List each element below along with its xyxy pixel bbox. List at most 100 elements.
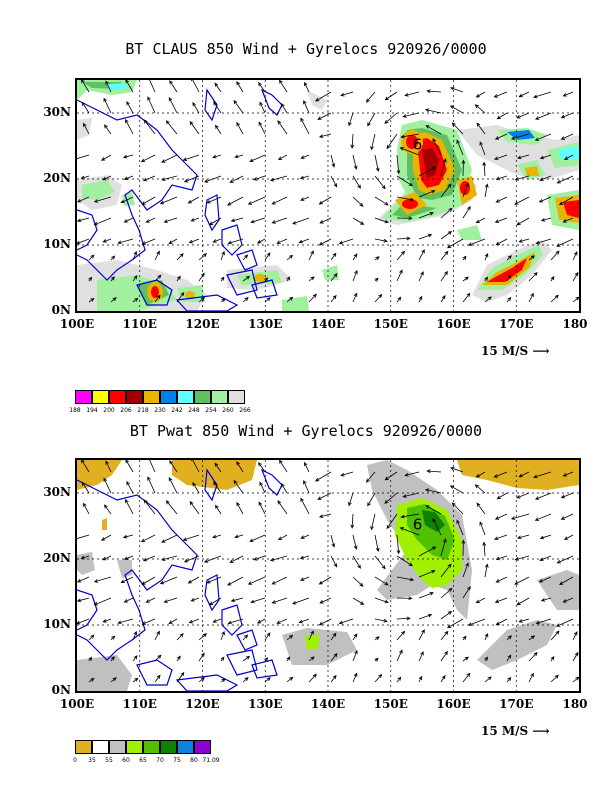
wind-vector-arrow bbox=[493, 154, 508, 161]
wind-vector-arrow bbox=[396, 616, 411, 621]
wind-vector-arrow bbox=[159, 196, 178, 205]
wind-vector-arrow bbox=[556, 618, 574, 627]
coastline-layer bbox=[77, 468, 283, 691]
wind-vector-arrow bbox=[300, 117, 310, 135]
wind-vector-arrow bbox=[518, 618, 530, 623]
wind-vector-arrow bbox=[484, 296, 492, 303]
wind-vector-arrow bbox=[299, 555, 310, 560]
wind-vector-arrow bbox=[396, 649, 403, 662]
wind-vector-arrow bbox=[462, 672, 471, 683]
wind-vector-arrow bbox=[506, 296, 512, 303]
wind-vector-arrow bbox=[476, 122, 486, 135]
wind-vector-arrow bbox=[300, 497, 310, 515]
colorbar-tick-label: 194 bbox=[86, 407, 98, 414]
wind-vector-arrow bbox=[110, 677, 117, 683]
wind-vector-arrow bbox=[572, 251, 578, 261]
wind-vector-arrow bbox=[563, 534, 574, 540]
wind-vector-arrow bbox=[77, 534, 90, 541]
wind-vector-arrow bbox=[198, 633, 208, 641]
wind-vector-arrow bbox=[518, 91, 530, 98]
colorbar-tick-label: 35 bbox=[88, 757, 96, 764]
wind-vector-arrow bbox=[308, 250, 314, 261]
wind-vector-arrow bbox=[250, 217, 266, 224]
latitude-label: 30N bbox=[43, 485, 71, 499]
wind-vector-arrow bbox=[300, 196, 310, 201]
wind-vector-arrow bbox=[93, 576, 112, 583]
wind-vector-arrow bbox=[374, 597, 389, 604]
wind-vector-arrow bbox=[506, 274, 512, 282]
wind-vector-arrow bbox=[140, 534, 156, 543]
wind-vector-arrow bbox=[352, 154, 358, 170]
wind-vector-arrow bbox=[271, 217, 288, 224]
wind-vector-arrow bbox=[242, 677, 249, 683]
wind-vector-arrow bbox=[495, 618, 508, 626]
wind-vector-arrow bbox=[396, 250, 406, 261]
wind-vector-arrow bbox=[83, 122, 90, 135]
longitude-label: 140E bbox=[310, 317, 346, 331]
wind-vector-arrow bbox=[440, 158, 447, 177]
wind-vector-arrow bbox=[198, 253, 208, 261]
wind-vector-arrow bbox=[256, 618, 266, 624]
wind-vector-arrow bbox=[182, 154, 200, 161]
wind-vector-arrow bbox=[440, 563, 452, 578]
wind-vector-arrow bbox=[484, 563, 489, 578]
colorbar-swatch bbox=[143, 390, 160, 404]
wind-vector-arrow bbox=[396, 596, 413, 601]
wind-vector-arrow bbox=[269, 175, 288, 182]
wind-vector-arrow bbox=[484, 276, 488, 282]
colorbar-tick-label: 65 bbox=[139, 757, 147, 764]
wind-vector-arrow bbox=[402, 112, 420, 118]
wind-vector-arrow bbox=[374, 534, 380, 553]
wind-vector-arrow bbox=[352, 217, 365, 225]
wind-vector-arrow bbox=[77, 217, 90, 223]
wind-vector-arrow bbox=[308, 293, 317, 303]
wind-vector-arrow bbox=[440, 270, 448, 282]
wind-vector-arrow bbox=[242, 275, 251, 282]
wind-vector-arrow bbox=[446, 618, 464, 629]
wind-vector-arrow bbox=[396, 555, 413, 567]
colorbar-tick-label: 254 bbox=[205, 407, 217, 414]
cyclone-location-marker: 6 bbox=[413, 515, 423, 533]
wind-vector-arrow bbox=[451, 122, 464, 135]
wind-vector-arrow bbox=[161, 154, 178, 163]
wind-vector-arrow bbox=[141, 238, 156, 245]
latitude-label: 10N bbox=[43, 617, 71, 631]
wind-vector-arrow bbox=[418, 212, 434, 219]
wind-vector-arrow bbox=[425, 125, 442, 135]
wind-vector-arrow bbox=[528, 255, 536, 261]
wind-vector-arrow bbox=[154, 654, 162, 662]
wind-vector-arrow bbox=[550, 275, 555, 282]
wind-vector-arrow bbox=[556, 555, 574, 564]
wind-vector-arrow bbox=[120, 196, 134, 204]
wind-vector-arrow bbox=[132, 250, 138, 261]
wind-vector-arrow bbox=[348, 112, 354, 127]
wind-vector-arrow bbox=[229, 175, 244, 183]
wind-vector-arrow bbox=[304, 81, 310, 93]
wind-vector-arrow bbox=[168, 238, 178, 244]
wind-vector-arrow bbox=[258, 461, 266, 473]
wind-vector-arrow bbox=[125, 80, 134, 93]
wind-vector-arrow bbox=[93, 597, 112, 606]
wind-vector-arrow bbox=[264, 252, 271, 261]
wind-vector-arrow bbox=[384, 492, 398, 504]
wind-vector-arrow bbox=[314, 91, 332, 102]
wind-vector-arrow bbox=[117, 618, 134, 625]
colorbar-swatch bbox=[143, 740, 160, 754]
wind-vector-arrow bbox=[374, 555, 386, 570]
wind-vector-arrow bbox=[140, 154, 156, 163]
wind-vector-arrow bbox=[534, 133, 552, 141]
wind-vector-arrow bbox=[418, 189, 436, 198]
wind-vector-arrow bbox=[234, 154, 244, 159]
wind-vector-arrow bbox=[514, 576, 530, 585]
wind-vector-arrow bbox=[187, 196, 200, 204]
wind-vector-arrow bbox=[264, 297, 271, 303]
wind-vector-arrow bbox=[213, 481, 222, 494]
longitude-label: 150E bbox=[373, 697, 408, 711]
colorbar-swatch bbox=[109, 740, 126, 754]
wind-vector-arrow bbox=[259, 101, 266, 114]
wind-vector-arrow bbox=[203, 175, 222, 183]
wind-vector-arrow bbox=[103, 97, 112, 114]
wind-vector-arrow bbox=[540, 217, 552, 222]
wind-vector-arrow bbox=[292, 597, 310, 605]
wind-vector-arrow bbox=[145, 217, 156, 223]
